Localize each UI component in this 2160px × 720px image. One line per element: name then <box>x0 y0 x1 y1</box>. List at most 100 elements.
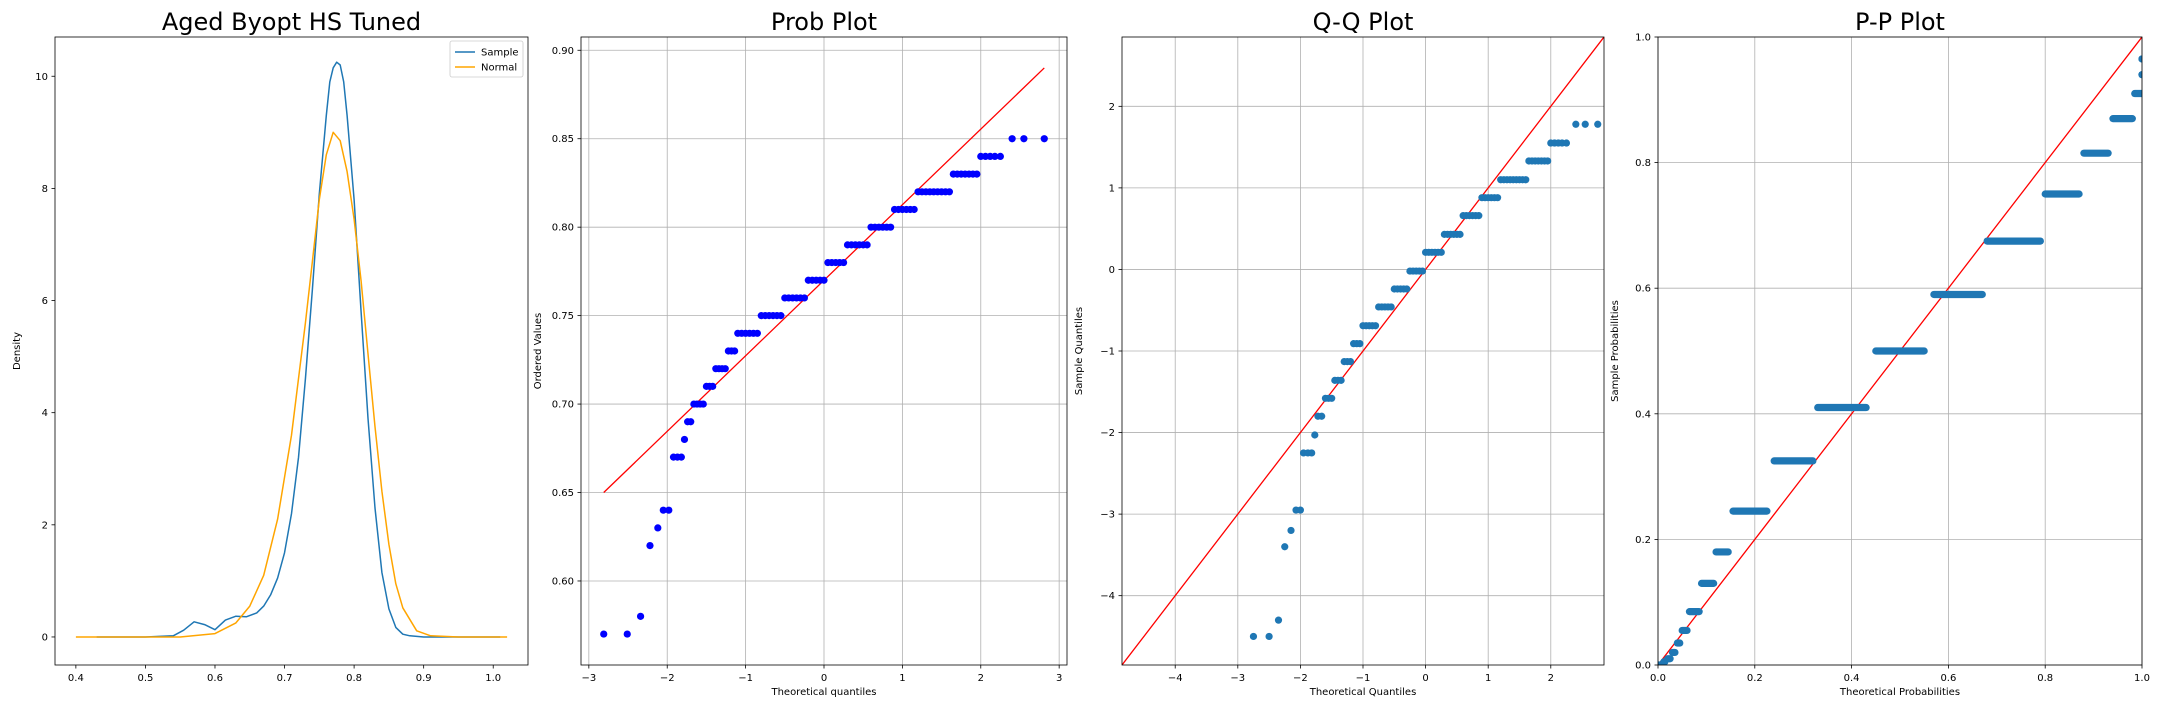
data-point <box>699 400 707 408</box>
y-tick-label: 0.4 <box>1635 409 1651 420</box>
y-tick-label: 0 <box>42 632 48 643</box>
y-tick-label: 6 <box>42 296 48 307</box>
data-point <box>1346 358 1355 366</box>
x-tick-label: −3 <box>581 673 596 684</box>
y-tick-label: 0 <box>1109 265 1115 276</box>
y-tick-label: 0.75 <box>552 311 574 322</box>
x-tick-label: −3 <box>1230 673 1245 684</box>
y-tick-label: 0.90 <box>552 46 574 57</box>
data-point <box>636 612 645 620</box>
x-tick-label: 0.6 <box>1940 673 1956 684</box>
data-point <box>659 506 667 514</box>
data-point <box>2138 55 2142 63</box>
data-point <box>777 312 785 320</box>
x-tick-label: 1 <box>1485 673 1491 684</box>
x-tick-label: 1.0 <box>2134 673 2150 684</box>
data-point <box>680 435 689 444</box>
chart-4: 0.0 0.2 0.4 0.6 0.8 1.0 0.0 0.2 0.4 0.6 0.8 1.0 P-P … <box>1610 8 2150 698</box>
series-line-normal <box>75 131 508 638</box>
y-tick-label: −3 <box>1100 510 1115 521</box>
axes-frame <box>1657 36 2143 666</box>
data-point <box>1475 212 1483 220</box>
y-tick-label: 0.0 <box>1635 661 1651 672</box>
x-tick-label: −2 <box>660 673 675 684</box>
data-point <box>887 223 895 231</box>
data-point <box>1581 120 1589 128</box>
data-point <box>654 524 662 532</box>
plot-area <box>600 67 1048 638</box>
x-tick-label: −1 <box>1356 673 1371 684</box>
y-tick-label: 2 <box>42 520 48 531</box>
data-point <box>1356 340 1364 348</box>
reference-line <box>1122 37 1604 665</box>
data-point <box>731 347 739 355</box>
y-tick-label: 1.0 <box>1635 33 1651 44</box>
chart-1: 0.4 0.5 0.6 0.7 0.8 0.9 1.0 0 2 4 6 8 10 Aged Byopt H… <box>12 8 529 684</box>
data-point <box>665 506 673 514</box>
data-point <box>1337 376 1345 384</box>
x-tick-label: 0.7 <box>277 673 293 684</box>
y-tick-label: 1 <box>1109 183 1115 194</box>
x-tick-label: −2 <box>1293 673 1308 684</box>
x-tick-label: 0.4 <box>1844 673 1860 684</box>
y-tick-label: 0.80 <box>552 223 574 234</box>
y-tick-label: 0.8 <box>1635 158 1651 169</box>
x-tick-label: 0.2 <box>1747 673 1763 684</box>
data-point <box>800 294 809 302</box>
data-point <box>1522 176 1530 184</box>
data-point <box>687 418 695 426</box>
y-tick-label: 8 <box>42 184 48 195</box>
data-point <box>1040 135 1048 143</box>
data-point <box>863 241 871 249</box>
data-point <box>721 365 729 373</box>
data-point <box>1281 543 1289 551</box>
data-point <box>1318 412 1326 420</box>
data-point <box>991 152 999 161</box>
data-point <box>1562 139 1571 147</box>
y-tick-label: −2 <box>1100 428 1115 439</box>
plot-area <box>1658 37 2142 665</box>
data-point <box>623 630 631 638</box>
data-point <box>1008 135 1016 143</box>
data-point <box>1308 449 1316 457</box>
x-tick-label: −1 <box>738 673 753 684</box>
chart-title: Q-Q Plot <box>1313 8 1414 36</box>
data-point <box>910 205 918 214</box>
data-point <box>1274 616 1283 624</box>
y-tick-label: 0.65 <box>552 488 574 499</box>
series-line-sample <box>96 61 501 638</box>
data-point <box>820 276 828 284</box>
y-tick-label: 10 <box>35 72 48 83</box>
data-point <box>1371 322 1380 330</box>
x-tick-label: 2 <box>978 673 984 684</box>
data-point <box>646 541 654 550</box>
x-tick-label: 0.0 <box>1650 673 1666 684</box>
x-tick-label: 0 <box>821 673 827 684</box>
data-point <box>1572 120 1580 128</box>
data-point <box>1311 431 1319 439</box>
x-tick-label: 0.6 <box>207 673 223 684</box>
y-tick-label: 0.6 <box>1635 284 1651 295</box>
x-tick-label: 0.9 <box>416 673 432 684</box>
x-tick-label: 0.5 <box>137 673 153 684</box>
data-point <box>1287 526 1295 535</box>
data-point <box>1296 506 1305 514</box>
legend-label-sample: Sample <box>481 48 519 59</box>
y-axis-label: Sample Probabilities <box>1610 300 1621 402</box>
x-tick-label: −4 <box>1168 673 1183 684</box>
y-tick-label: −4 <box>1100 591 1115 602</box>
chart-2: −3 −2 −1 0 1 2 3 0.60 0.65 0.70 0.75 0.80 0.85 0.90 Pr… <box>533 8 1068 698</box>
plot-area <box>1122 37 1604 665</box>
x-tick-label: 0.8 <box>2037 673 2053 684</box>
data-point <box>1265 632 1273 641</box>
chart-title: Aged Byopt HS Tuned <box>162 8 421 36</box>
data-point <box>677 453 685 461</box>
data-point <box>839 258 848 267</box>
chart-title: P-P Plot <box>1855 8 1945 36</box>
x-tick-label: 0.8 <box>346 673 362 684</box>
x-axis-label: Theoretical Probabilities <box>1839 687 1960 698</box>
chart-3: −4 −3 −2 −1 0 1 2 −4 −3 −2 −1 0 1 2 Q-Q Plot Theoretica… <box>1074 8 1605 698</box>
data-point <box>1493 194 1502 202</box>
legend-box <box>449 40 524 78</box>
x-axis-label: Theoretical Quantiles <box>1309 687 1417 698</box>
